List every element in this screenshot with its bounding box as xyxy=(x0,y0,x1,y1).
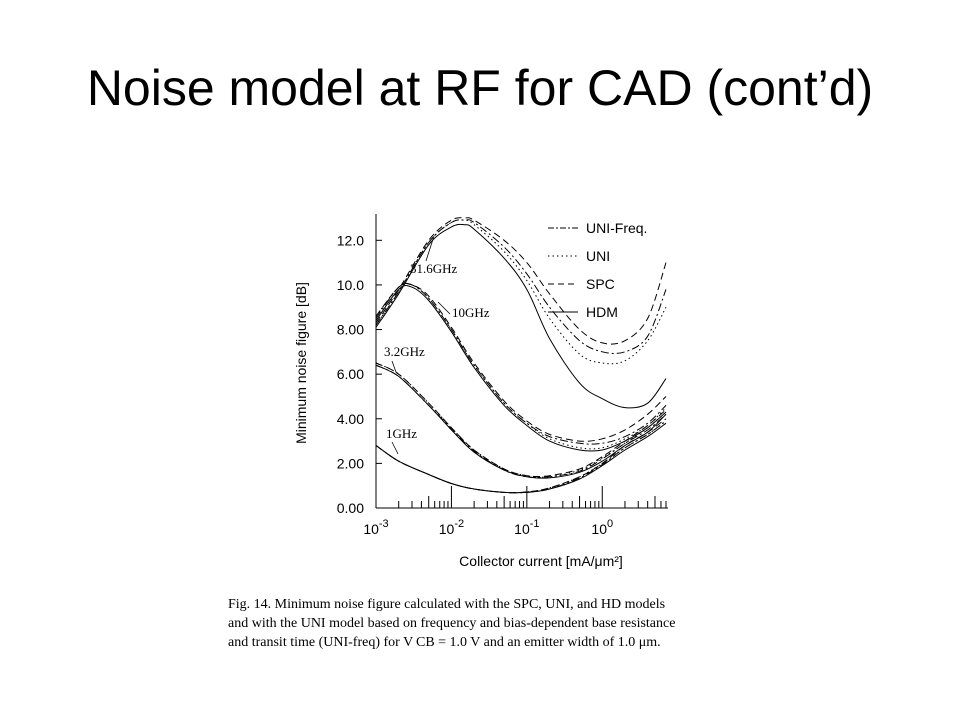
legend-label: UNI xyxy=(586,248,610,264)
y-tick-label: 4.00 xyxy=(337,411,364,427)
series-unifreq-10ghz xyxy=(375,282,667,445)
series-unifreq-31p6ghz xyxy=(375,219,667,354)
x-tick-label: 10-2 xyxy=(439,518,464,537)
x-tick-label: 100 xyxy=(591,518,613,537)
legend-label: HDM xyxy=(586,304,618,320)
series-unifreq-3p2ghz xyxy=(375,364,667,479)
series-spc-3p2ghz xyxy=(375,362,667,478)
annotation-10ghz: 10GHz xyxy=(452,305,490,320)
series-hdm-1ghz xyxy=(375,422,667,494)
annotation-leader xyxy=(437,301,451,315)
y-tick-label: 2.00 xyxy=(337,455,364,471)
annotation-3p2ghz: 3.2GHz xyxy=(384,344,425,359)
y-axis-title: Minimum noise figure [dB] xyxy=(293,282,309,444)
x-tick-label: 10-1 xyxy=(514,518,539,537)
series-uni-10ghz xyxy=(375,282,667,450)
caption-line-3: and transit time (UNI-freq) for V CB = 1… xyxy=(228,635,661,650)
figure-caption: Fig. 14. Minimum noise figure calculated… xyxy=(228,595,768,652)
y-tick-label: 12.0 xyxy=(337,232,364,248)
legend-label: SPC xyxy=(586,276,615,292)
y-tick-label: 0.00 xyxy=(337,500,364,516)
y-tick-label: 10.0 xyxy=(337,277,364,293)
series-hdm-3p2ghz xyxy=(375,364,667,479)
annotation-leader xyxy=(391,441,399,455)
series-spc-31p6ghz xyxy=(375,217,667,345)
x-tick-label: 10-3 xyxy=(363,518,388,537)
y-tick-label: 8.00 xyxy=(337,322,364,338)
x-axis-title: Collector current [mA/μm²] xyxy=(459,553,623,569)
annotation-leader xyxy=(425,235,435,262)
caption-line-2: and with the UNI model based on frequenc… xyxy=(228,616,676,631)
annotation-31p6ghz: 31.6GHz xyxy=(410,261,458,276)
series-unifreq-1ghz xyxy=(375,420,667,494)
annotation-1ghz: 1GHz xyxy=(386,426,417,441)
y-tick-label: 6.00 xyxy=(337,366,364,382)
series-spc-1ghz xyxy=(375,418,667,494)
series-spc-10ghz xyxy=(375,283,667,442)
series-hdm-10ghz xyxy=(375,284,667,452)
annotation-leader xyxy=(391,360,397,373)
series-uni-1ghz xyxy=(375,420,667,494)
slide-title: Noise model at RF for CAD (cont’d) xyxy=(86,60,874,116)
legend-label: UNI-Freq. xyxy=(586,220,647,236)
series-uni-3p2ghz xyxy=(375,362,667,478)
series-hdm-31p6ghz xyxy=(375,223,667,409)
caption-line-1: Fig. 14. Minimum noise figure calculated… xyxy=(228,597,666,612)
